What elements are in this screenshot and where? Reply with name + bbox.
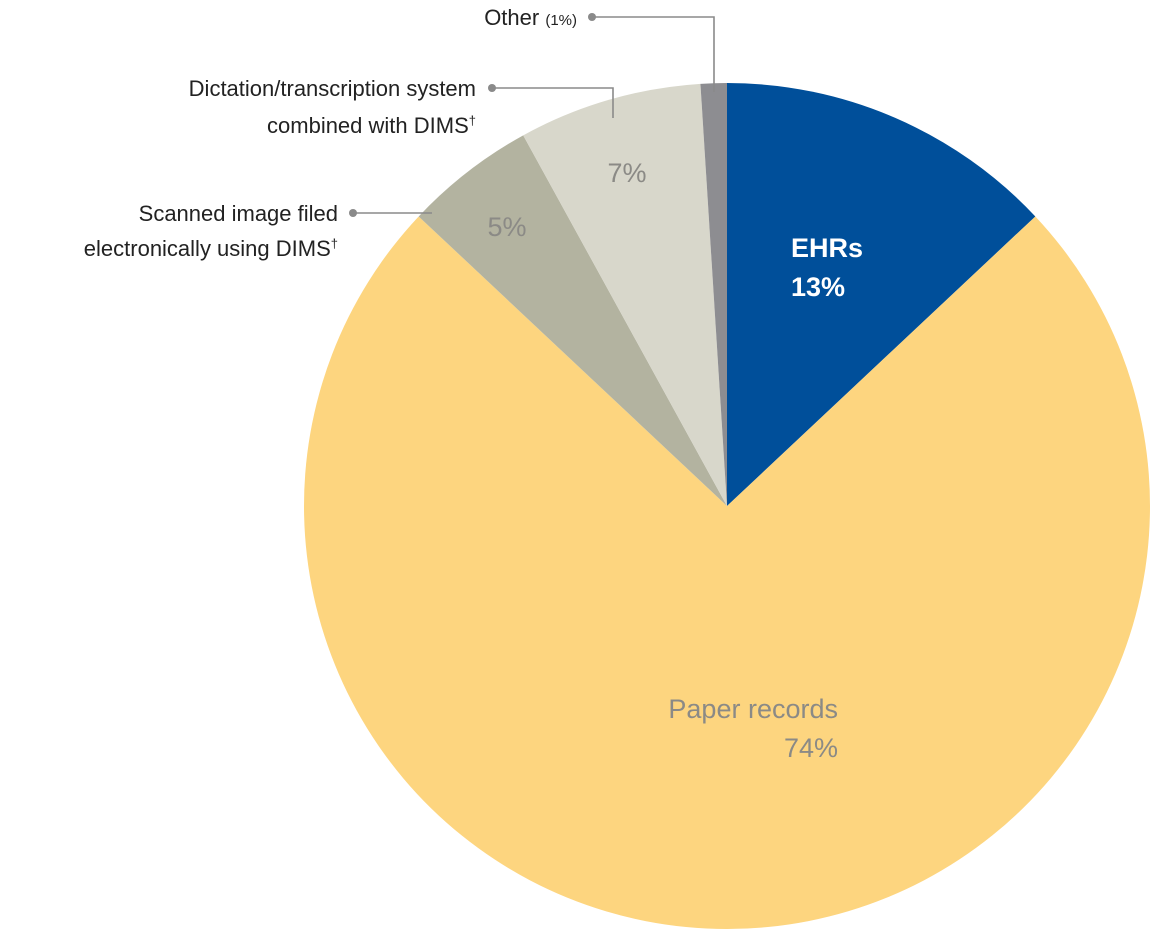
callout-leaders <box>349 13 715 217</box>
pie-slice-dictation <box>523 83 727 506</box>
callout-dictation-line2: combined with DIMS† <box>267 113 476 138</box>
label-ehrs-name: EHRs <box>791 233 863 263</box>
pie-slices <box>303 83 1150 930</box>
label-scanned-pct: 5% <box>487 212 526 242</box>
pie-slice-paper <box>303 216 1150 930</box>
leader-line-other <box>592 16 715 92</box>
callout-other: Other (1%) <box>484 5 577 30</box>
pie-slice-ehrs <box>727 83 1036 506</box>
pie-slice-scanned <box>418 135 727 506</box>
label-paper-name: Paper records <box>668 694 838 724</box>
pie-slice-other <box>700 83 727 506</box>
label-dictation-pct: 7% <box>607 158 646 188</box>
pie-labels: EHRs 13% Paper records 74% 5% 7% Other (1%) Dic… <box>84 5 863 763</box>
callout-scanned-line2: electronically using DIMS† <box>84 236 338 261</box>
callout-dictation-line1: Dictation/transcription system <box>189 76 476 101</box>
label-paper-pct: 74% <box>784 733 838 763</box>
callout-scanned-line1: Scanned image filed <box>139 201 338 226</box>
leader-line-dictation <box>492 87 614 118</box>
label-ehrs-pct: 13% <box>791 272 845 302</box>
